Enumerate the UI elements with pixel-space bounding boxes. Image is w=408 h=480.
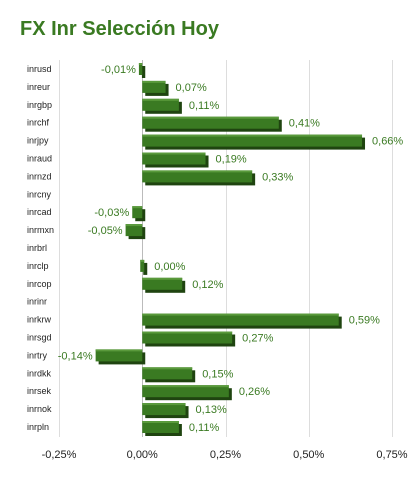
bar xyxy=(125,224,143,237)
bar-shadow xyxy=(143,262,148,275)
data-label: 0,19% xyxy=(216,154,247,166)
data-label: -0,05% xyxy=(88,225,123,237)
x-tick-label: 0,00% xyxy=(127,449,158,461)
bar xyxy=(142,134,363,147)
bars xyxy=(95,63,366,436)
gridlines xyxy=(59,60,393,437)
bar xyxy=(142,116,279,129)
category-label: inrsek xyxy=(27,386,52,396)
bar-highlight xyxy=(142,116,279,119)
bar-highlight xyxy=(142,134,363,137)
bar-highlight xyxy=(142,277,183,280)
bar-highlight xyxy=(142,331,233,334)
bar xyxy=(140,259,145,272)
chart-title: FX Inr Selección Hoy xyxy=(20,18,219,40)
bar-highlight xyxy=(142,385,229,388)
bar xyxy=(142,367,193,380)
data-label: -0,14% xyxy=(58,350,93,362)
bar-highlight xyxy=(142,421,179,423)
bar-highlight xyxy=(95,349,143,352)
data-label: 0,59% xyxy=(349,315,380,327)
category-label: inrgbp xyxy=(27,100,52,110)
category-label: inrcny xyxy=(27,189,52,199)
data-label: 0,11% xyxy=(189,422,220,434)
category-label: inrdkk xyxy=(27,368,52,378)
category-label: inrmxn xyxy=(27,225,54,235)
category-label: inrnzd xyxy=(27,171,52,181)
value-labels: -0,01% 0,07% 0,11% 0,41% 0,66% 0,19% 0,33% -0,0… xyxy=(58,64,404,434)
category-label: inreur xyxy=(27,82,50,92)
x-tick-label: 0,75% xyxy=(376,449,407,461)
bar-highlight xyxy=(142,170,253,173)
bar-highlight xyxy=(142,152,206,155)
bar xyxy=(142,80,166,93)
bar-shadow xyxy=(141,66,146,78)
bar-highlight xyxy=(138,63,143,65)
bar xyxy=(142,170,253,183)
category-label: inrchf xyxy=(27,118,50,128)
category-label: inrcop xyxy=(27,279,52,289)
data-label: 0,27% xyxy=(242,333,273,345)
category-label: inrnok xyxy=(27,404,52,414)
x-tick-label: -0,25% xyxy=(42,449,77,461)
data-label: 0,07% xyxy=(176,82,207,94)
bar-highlight xyxy=(142,98,179,101)
x-tick-label: 0,50% xyxy=(293,449,324,461)
bar-highlight xyxy=(142,80,166,83)
bar xyxy=(132,206,143,219)
bar xyxy=(142,403,186,416)
data-label: 0,12% xyxy=(192,279,223,291)
category-label: inrjpy xyxy=(27,136,49,146)
x-tick-label: 0,25% xyxy=(210,449,241,461)
category-label: inrpln xyxy=(27,422,49,432)
bar-highlight xyxy=(125,224,143,227)
category-label: inrclp xyxy=(27,261,49,271)
category-labels: inrusd inreur inrgbp inrchf inrjpy inraud inrn… xyxy=(27,64,54,432)
data-label: 0,00% xyxy=(154,261,185,273)
category-label: inrtry xyxy=(27,350,47,360)
bar xyxy=(142,313,339,326)
category-label: inrkrw xyxy=(27,315,51,325)
x-tick-labels: -0,25% 0,00% 0,25% 0,50% 0,75% xyxy=(42,449,408,461)
category-label: inraud xyxy=(27,154,52,164)
bar xyxy=(95,349,143,362)
category-label: inrbrl xyxy=(27,243,47,253)
category-label: inrusd xyxy=(27,64,52,74)
data-label: 0,33% xyxy=(262,171,293,183)
data-label: 0,41% xyxy=(289,118,320,130)
data-label: 0,15% xyxy=(202,368,233,380)
bar xyxy=(142,331,233,344)
data-label: -0,03% xyxy=(94,207,129,219)
bar-highlight xyxy=(142,313,339,316)
category-label: inrcad xyxy=(27,207,52,217)
bar xyxy=(142,277,183,290)
category-label: inrsgd xyxy=(27,333,52,343)
data-label: 0,11% xyxy=(189,100,220,112)
bar xyxy=(142,421,179,433)
bar xyxy=(138,63,143,75)
data-label: -0,01% xyxy=(101,64,136,76)
data-label: 0,66% xyxy=(372,136,403,148)
bar xyxy=(142,98,179,111)
bar-highlight xyxy=(142,403,186,406)
bar-highlight xyxy=(142,367,193,370)
bar-highlight xyxy=(132,206,143,209)
bar xyxy=(142,385,229,398)
category-label: inrinr xyxy=(27,297,47,307)
data-label: 0,13% xyxy=(196,404,227,416)
bar-highlight xyxy=(140,259,145,262)
data-label: 0,26% xyxy=(239,386,270,398)
bar xyxy=(142,152,206,165)
